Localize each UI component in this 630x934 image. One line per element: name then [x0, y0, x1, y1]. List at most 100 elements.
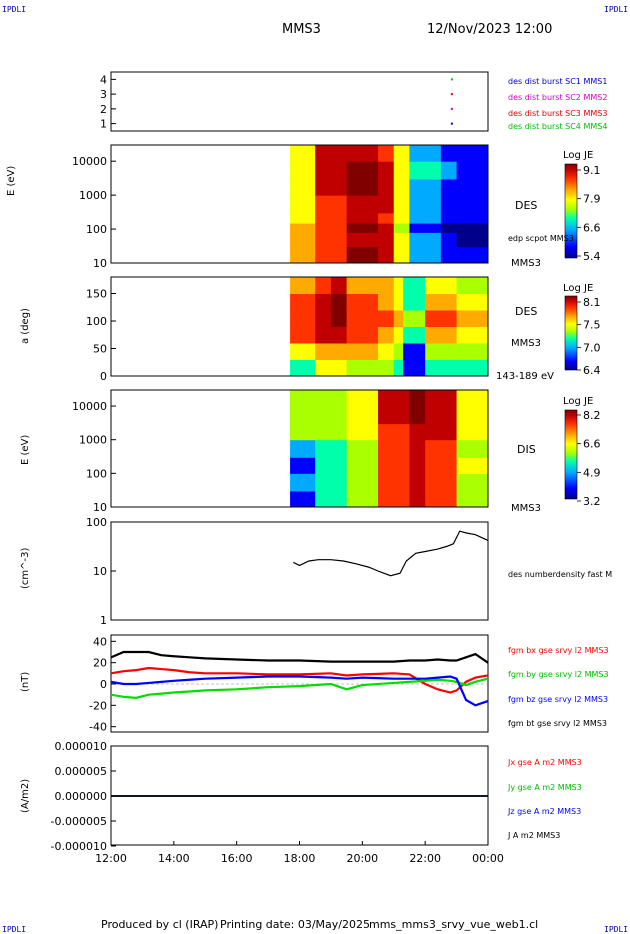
- burst-marker: [450, 93, 453, 96]
- heatmap-cell: [315, 232, 348, 248]
- heatmap-cell: [290, 457, 316, 474]
- heatmap-cell: [330, 343, 348, 360]
- heatmap-cell: [393, 212, 410, 224]
- heatmap-cell: [290, 145, 316, 162]
- current-ylabel: (A/m2): [20, 778, 31, 813]
- heatmap-cell: [378, 439, 410, 458]
- heatmap-cell: [456, 439, 489, 458]
- heatmap-cell: [346, 390, 379, 407]
- heatmap-cell: [290, 473, 316, 492]
- heatmap-cell: [425, 326, 458, 344]
- burst-legend-4: des dist burst SC4 MMS4: [508, 122, 608, 131]
- heatmap-cell: [393, 246, 410, 264]
- des-pitch-energy-range: 143-189 eV: [496, 371, 554, 382]
- bfield-tick-label: -20: [89, 699, 107, 712]
- bfield-ylabel: (nT): [20, 671, 31, 692]
- heatmap-cell: [440, 145, 458, 162]
- bfield-tick-label: -40: [89, 721, 107, 734]
- des-energy-colorbar-tick-label: 7.9: [583, 193, 601, 206]
- heatmap-cell: [393, 161, 410, 180]
- heatmap-cell: [456, 178, 489, 196]
- density-panel-frame: [110, 521, 489, 621]
- current-tick-label: 0.000005: [55, 765, 108, 778]
- heatmap-cell: [378, 473, 410, 492]
- bfield-tick-label: 0: [100, 678, 107, 691]
- heatmap-cell: [290, 223, 316, 233]
- burst-panel-frame: [110, 71, 489, 132]
- des-pitch-right-label: DES: [515, 305, 538, 318]
- heatmap-cell: [315, 423, 348, 441]
- heatmap-cell: [315, 212, 348, 224]
- heatmap-cell: [440, 223, 458, 233]
- heatmap-cell: [403, 359, 426, 377]
- density-series-line: [292, 530, 489, 577]
- heatmap-cell: [425, 359, 458, 377]
- heatmap-cell: [393, 326, 404, 344]
- des-pitch-colorbar: [564, 295, 578, 371]
- dis-energy-spacecraft-label: MMS3: [511, 503, 541, 514]
- des-pitch-tick-label: 50: [93, 343, 107, 356]
- heatmap-cell: [290, 423, 316, 441]
- des-energy-panel-frame: [110, 144, 489, 264]
- corner-mark-bottom-right: IPDLI: [604, 925, 629, 934]
- x-tick-label: 14:00: [158, 852, 190, 865]
- heatmap-cell: [346, 212, 379, 224]
- heatmap-cell: [378, 212, 395, 224]
- footer-printing-date: Printing date: 03/May/2025: [220, 918, 370, 931]
- bfield-legend-bt: fgm bt gse srvy l2 MMS3: [508, 719, 607, 728]
- heatmap-cell: [346, 343, 379, 360]
- heatmap-cell: [378, 423, 410, 441]
- heatmap-cell: [315, 178, 348, 196]
- dis-energy-colorbar-title: Log JE: [563, 396, 594, 407]
- heatmap-cell: [393, 223, 410, 233]
- heatmap-cell: [290, 439, 316, 458]
- heatmap-cell: [290, 178, 316, 196]
- heatmap-cell: [403, 326, 426, 344]
- heatmap-cell: [409, 473, 426, 492]
- burst-legend-1: des dist burst SC1 MMS1: [508, 77, 608, 86]
- heatmap-cell: [409, 439, 426, 458]
- heatmap-cell: [378, 390, 410, 407]
- heatmap-cell: [456, 293, 489, 311]
- heatmap-cell: [425, 310, 458, 327]
- heatmap-cell: [409, 145, 442, 162]
- heatmap-cell: [346, 195, 379, 214]
- heatmap-cell: [315, 293, 332, 311]
- heatmap-cell: [440, 246, 458, 264]
- current-legend-j: J A m2 MMS3: [508, 831, 561, 840]
- x-tick-label: 18:00: [284, 852, 316, 865]
- heatmap-cell: [315, 145, 348, 162]
- heatmap-cell: [393, 277, 404, 294]
- dis-energy-tick-label: 100: [86, 467, 107, 480]
- burst-tick-label: 1: [100, 118, 107, 131]
- heatmap-cell: [409, 490, 426, 508]
- heatmap-cell: [315, 439, 348, 458]
- des-energy-colorbar-tick-label: 6.6: [583, 221, 601, 234]
- des-pitch-panel-frame: [110, 276, 489, 377]
- heatmap-cell: [456, 359, 489, 377]
- heatmap-cell: [456, 223, 489, 233]
- heatmap-cell: [403, 277, 426, 294]
- bfield-tick-label: 40: [93, 635, 107, 648]
- heatmap-cell: [456, 473, 489, 492]
- heatmap-cell: [409, 390, 426, 407]
- bfield-legend-bx: fgm bx gse srvy l2 MMS3: [508, 646, 609, 655]
- heatmap-cell: [456, 457, 489, 474]
- bfield-legend-bz: fgm bz gse srvy l2 MMS3: [508, 695, 609, 704]
- heatmap-cell: [346, 406, 379, 425]
- des-energy-tick-label: 10: [93, 257, 107, 270]
- des-energy-colorbar-title: Log JE: [563, 150, 594, 161]
- heatmap-cell: [330, 326, 348, 344]
- density-tick-label: 10: [93, 565, 107, 578]
- bfield-legend-by: fgm by gse srvy l2 MMS3: [508, 670, 609, 679]
- heatmap-cell: [378, 195, 395, 214]
- heatmap-cell: [440, 212, 458, 224]
- heatmap-cell: [378, 145, 395, 162]
- heatmap-cell: [346, 310, 379, 327]
- des-pitch-ylabel: a (deg): [20, 308, 31, 344]
- heatmap-cell: [456, 195, 489, 214]
- heatmap-cell: [315, 223, 348, 233]
- current-legend-jz: Jz gse A m2 MMS3: [508, 807, 582, 816]
- heatmap-cell: [315, 246, 348, 264]
- burst-marker: [450, 107, 453, 110]
